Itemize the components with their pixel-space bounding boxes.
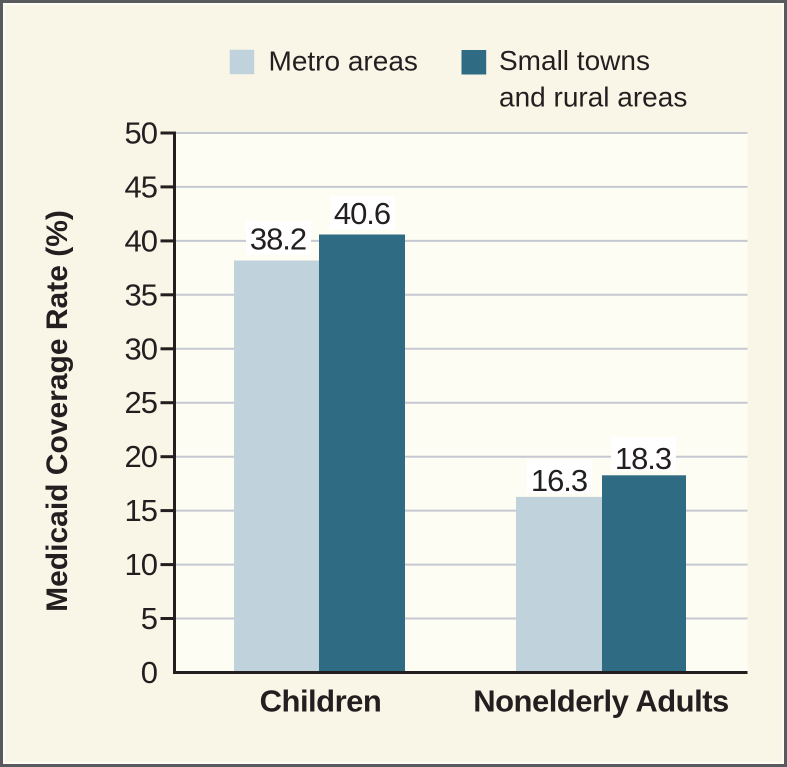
- svg-text:5: 5: [141, 601, 157, 636]
- svg-text:38.2: 38.2: [250, 222, 306, 257]
- svg-text:Small towns: Small towns: [499, 45, 650, 76]
- svg-text:50: 50: [125, 116, 158, 151]
- svg-text:Nonelderly Adults: Nonelderly Adults: [473, 684, 729, 719]
- svg-text:18.3: 18.3: [615, 441, 671, 476]
- svg-text:45: 45: [125, 169, 157, 204]
- svg-text:Children: Children: [260, 684, 382, 719]
- svg-text:40.6: 40.6: [334, 196, 390, 231]
- svg-text:16.3: 16.3: [531, 463, 587, 498]
- svg-text:Metro areas: Metro areas: [269, 46, 418, 77]
- svg-text:35: 35: [125, 277, 157, 312]
- svg-text:20: 20: [125, 439, 158, 474]
- svg-text:30: 30: [125, 331, 158, 366]
- svg-text:40: 40: [125, 223, 158, 258]
- svg-text:10: 10: [125, 547, 158, 582]
- svg-text:25: 25: [125, 385, 157, 420]
- svg-text:and rural areas: and rural areas: [499, 82, 687, 113]
- svg-text:0: 0: [141, 655, 158, 690]
- svg-text:Medicaid Coverage Rate (%): Medicaid Coverage Rate (%): [41, 210, 74, 612]
- svg-text:15: 15: [125, 493, 157, 528]
